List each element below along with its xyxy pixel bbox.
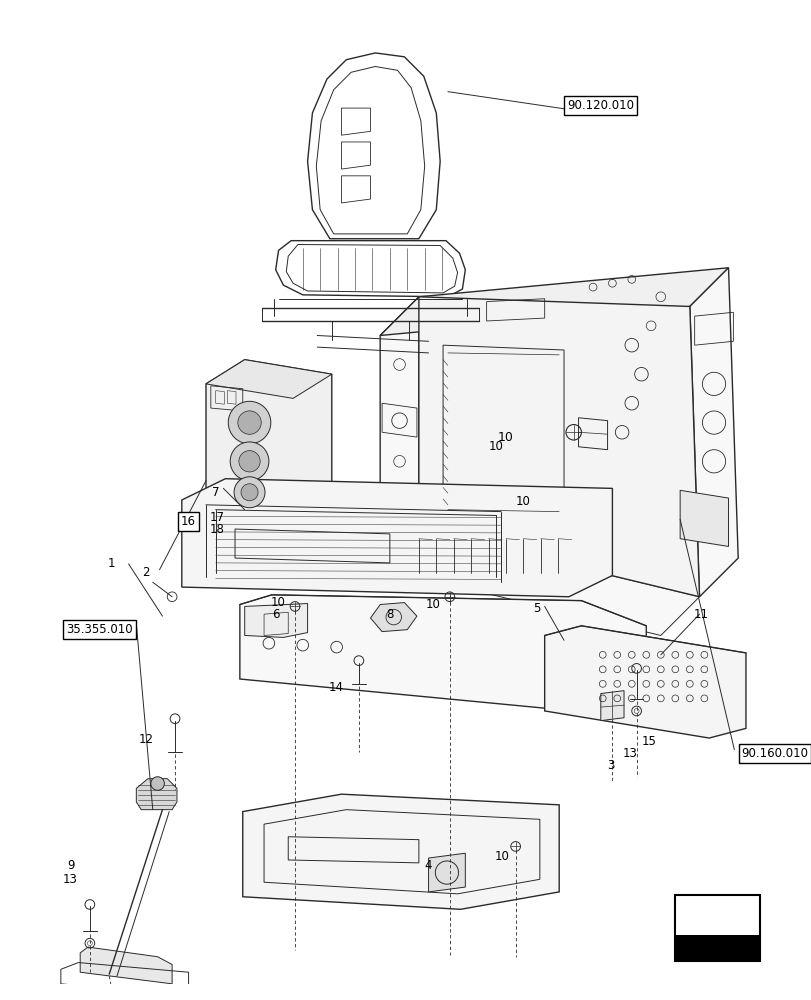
Circle shape xyxy=(230,442,268,481)
Circle shape xyxy=(241,484,258,501)
Polygon shape xyxy=(370,603,416,632)
Text: 14: 14 xyxy=(328,681,344,694)
Polygon shape xyxy=(244,604,307,637)
Circle shape xyxy=(151,777,164,790)
Polygon shape xyxy=(680,490,727,546)
Text: 1: 1 xyxy=(107,557,115,570)
Polygon shape xyxy=(600,691,624,721)
Polygon shape xyxy=(206,360,332,553)
Text: 10: 10 xyxy=(426,598,440,611)
Text: 13: 13 xyxy=(621,747,637,760)
Text: 12: 12 xyxy=(139,733,153,746)
Circle shape xyxy=(228,401,271,444)
Polygon shape xyxy=(418,297,698,597)
Text: 2: 2 xyxy=(142,566,149,579)
Polygon shape xyxy=(380,268,727,335)
Polygon shape xyxy=(380,297,418,568)
Text: 35.355.010: 35.355.010 xyxy=(67,623,133,636)
Text: 3: 3 xyxy=(606,759,613,772)
Text: 6: 6 xyxy=(272,608,279,621)
Polygon shape xyxy=(689,268,737,597)
Text: 8: 8 xyxy=(386,608,393,621)
Text: 5: 5 xyxy=(533,602,540,615)
Polygon shape xyxy=(677,910,731,935)
Text: 13: 13 xyxy=(63,873,78,886)
Polygon shape xyxy=(206,360,332,398)
Text: 10: 10 xyxy=(488,440,503,453)
Text: 15: 15 xyxy=(641,735,656,748)
FancyBboxPatch shape xyxy=(675,935,760,961)
Text: 16: 16 xyxy=(181,515,195,528)
Text: 10: 10 xyxy=(497,431,513,444)
Polygon shape xyxy=(680,941,732,966)
Polygon shape xyxy=(544,626,745,738)
Polygon shape xyxy=(136,779,177,810)
Text: 9: 9 xyxy=(67,859,74,872)
Circle shape xyxy=(238,411,261,434)
Polygon shape xyxy=(242,794,559,909)
Polygon shape xyxy=(80,947,172,984)
Text: 7: 7 xyxy=(212,486,219,499)
Text: 18: 18 xyxy=(210,523,225,536)
Text: 90.120.010: 90.120.010 xyxy=(567,99,633,112)
Text: 10: 10 xyxy=(271,596,285,609)
Text: 11: 11 xyxy=(693,608,708,621)
Text: 4: 4 xyxy=(424,859,431,872)
Circle shape xyxy=(238,451,260,472)
Polygon shape xyxy=(182,479,611,597)
Text: 90.160.010: 90.160.010 xyxy=(740,747,808,760)
FancyBboxPatch shape xyxy=(675,895,760,961)
Text: 10: 10 xyxy=(515,495,530,508)
Text: 10: 10 xyxy=(494,850,509,863)
Polygon shape xyxy=(428,853,465,892)
Polygon shape xyxy=(239,595,646,715)
Polygon shape xyxy=(380,529,698,635)
Circle shape xyxy=(234,477,264,508)
Text: 17: 17 xyxy=(210,511,225,524)
